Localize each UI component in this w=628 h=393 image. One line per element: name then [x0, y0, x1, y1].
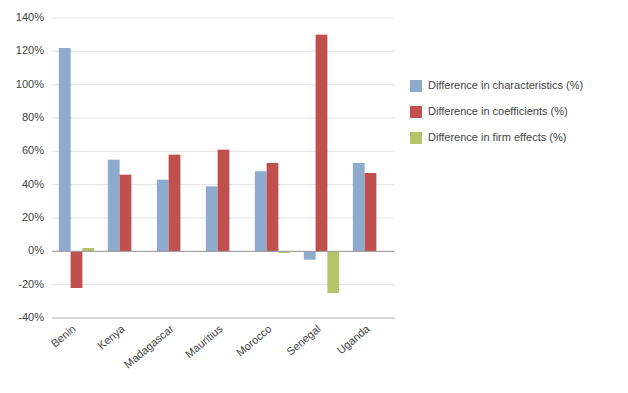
grid-line [52, 251, 395, 252]
grid-line [52, 51, 395, 52]
bar [365, 173, 377, 251]
bar [218, 150, 230, 252]
y-tick-label: -20% [18, 278, 44, 290]
bar [157, 180, 169, 252]
bar [267, 163, 279, 251]
legend-swatch [410, 106, 422, 118]
legend-swatch [410, 80, 422, 92]
x-tick-label: Madagascar [122, 322, 176, 370]
bar [316, 35, 328, 252]
bar [206, 186, 218, 251]
legend-swatch [410, 132, 422, 144]
bar [108, 160, 120, 252]
y-tick-label: -40% [18, 311, 44, 323]
x-tick-label: Benin [49, 322, 78, 349]
zero-line [52, 251, 395, 252]
x-tick-label: Uganda [335, 322, 373, 357]
bars [59, 35, 377, 293]
y-tick-label: 40% [22, 178, 44, 190]
x-tick-label: Kenya [95, 322, 127, 352]
x-axis-line [52, 318, 395, 319]
bar [169, 155, 181, 252]
bar [353, 163, 365, 251]
grid-line [52, 18, 395, 19]
grid-line [52, 284, 395, 285]
x-tick-label: Morocco [234, 322, 274, 358]
chart-svg: -40% -20% 0% 20% 40% 60% 80% 100% 120% 140% Benin K… [0, 0, 628, 393]
y-tick-label: 0% [28, 244, 44, 256]
legend-label: Difference in characteristics (%) [428, 79, 583, 91]
y-grid [52, 18, 395, 318]
y-tick-label: 20% [22, 211, 44, 223]
chart-container: -40% -20% 0% 20% 40% 60% 80% 100% 120% 140% Benin K… [0, 0, 628, 393]
y-tick-label: 100% [16, 78, 44, 90]
x-tick-label: Senegal [284, 322, 323, 357]
legend: Difference in characteristics (%) Differe… [410, 79, 583, 144]
y-tick-label: 80% [22, 111, 44, 123]
y-tick-label: 120% [16, 44, 44, 56]
grid-line [52, 318, 395, 319]
bar [71, 251, 83, 288]
y-tick-label: 140% [16, 11, 44, 23]
x-tick-label: Mauritius [183, 322, 225, 360]
bar [255, 171, 267, 251]
grid-line [52, 84, 395, 85]
legend-label: Difference in coefficients (%) [428, 105, 568, 117]
bar [120, 175, 132, 252]
legend-label: Difference in firm effects (%) [428, 131, 566, 143]
bar [59, 48, 71, 251]
y-tick-label: 60% [22, 144, 44, 156]
bar [327, 251, 339, 293]
bar [304, 251, 316, 259]
grid-line [52, 118, 395, 119]
